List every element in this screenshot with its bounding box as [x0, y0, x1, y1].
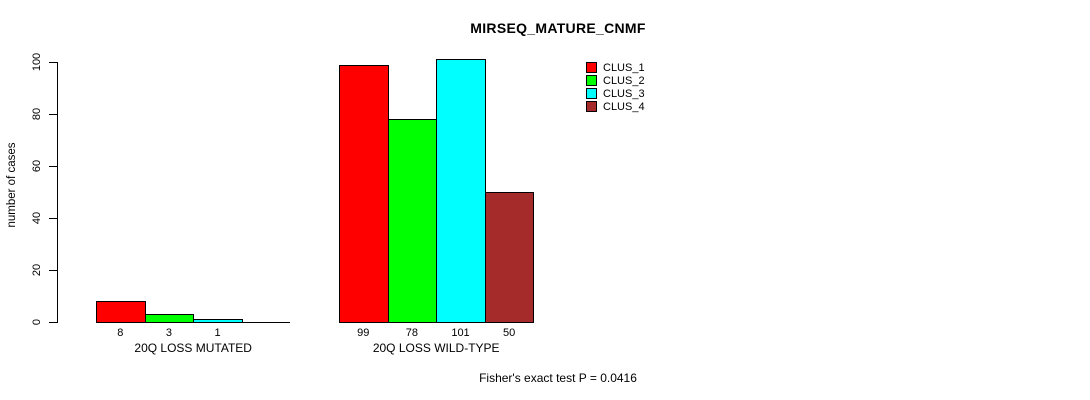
bar-value-label: 78: [405, 327, 419, 339]
y-axis-tick-label: 60: [31, 159, 43, 173]
legend-swatch: [586, 75, 597, 86]
y-axis-tick: [49, 62, 57, 63]
y-axis-tick: [49, 322, 57, 323]
bar: [436, 59, 486, 323]
bar: [339, 64, 389, 323]
legend-label: CLUS_1: [603, 61, 645, 74]
y-axis-tick-label: 80: [31, 107, 43, 121]
y-axis-tick-label: 100: [31, 52, 43, 72]
legend-label: CLUS_2: [603, 74, 645, 87]
y-axis-tick: [49, 114, 57, 115]
legend-item: CLUS_4: [586, 100, 645, 113]
legend: CLUS_1 CLUS_2 CLUS_3 CLUS_4: [586, 61, 645, 113]
legend-swatch: [586, 88, 597, 99]
y-axis-tick-label: 0: [31, 318, 43, 326]
legend-item: CLUS_2: [586, 74, 645, 87]
bar: [96, 301, 146, 323]
group-label: 20Q LOSS WILD-TYPE: [372, 341, 500, 355]
bar-value-label: 99: [357, 327, 370, 339]
bar: [193, 319, 243, 323]
y-axis-tick-label: 40: [31, 211, 43, 225]
legend-label: CLUS_4: [603, 100, 645, 113]
bar: [387, 119, 438, 323]
bar-value-label: 50: [502, 327, 516, 339]
bar-value-label: 3: [165, 327, 172, 339]
legend-item: CLUS_1: [586, 61, 645, 74]
bar-value-label: 8: [117, 327, 124, 339]
bar-value-label: 101: [451, 327, 470, 339]
legend-label: CLUS_3: [603, 87, 645, 100]
y-axis-tick-label: 20: [31, 263, 43, 277]
legend-swatch: [586, 101, 597, 112]
p-value-annotation: Fisher's exact test P = 0.0416: [479, 371, 637, 385]
y-axis-line: [57, 62, 58, 323]
chart-title: MIRSEQ_MATURE_CNMF: [470, 20, 646, 36]
y-axis-tick: [49, 270, 57, 271]
bar: [484, 192, 535, 323]
bar-value-label: 1: [214, 327, 221, 339]
y-axis-tick: [49, 218, 57, 219]
legend-swatch: [586, 62, 597, 73]
legend-item: CLUS_3: [586, 87, 645, 100]
y-axis-tick: [49, 166, 57, 167]
group-label: 20Q LOSS MUTATED: [134, 341, 252, 355]
bar: [144, 314, 195, 323]
